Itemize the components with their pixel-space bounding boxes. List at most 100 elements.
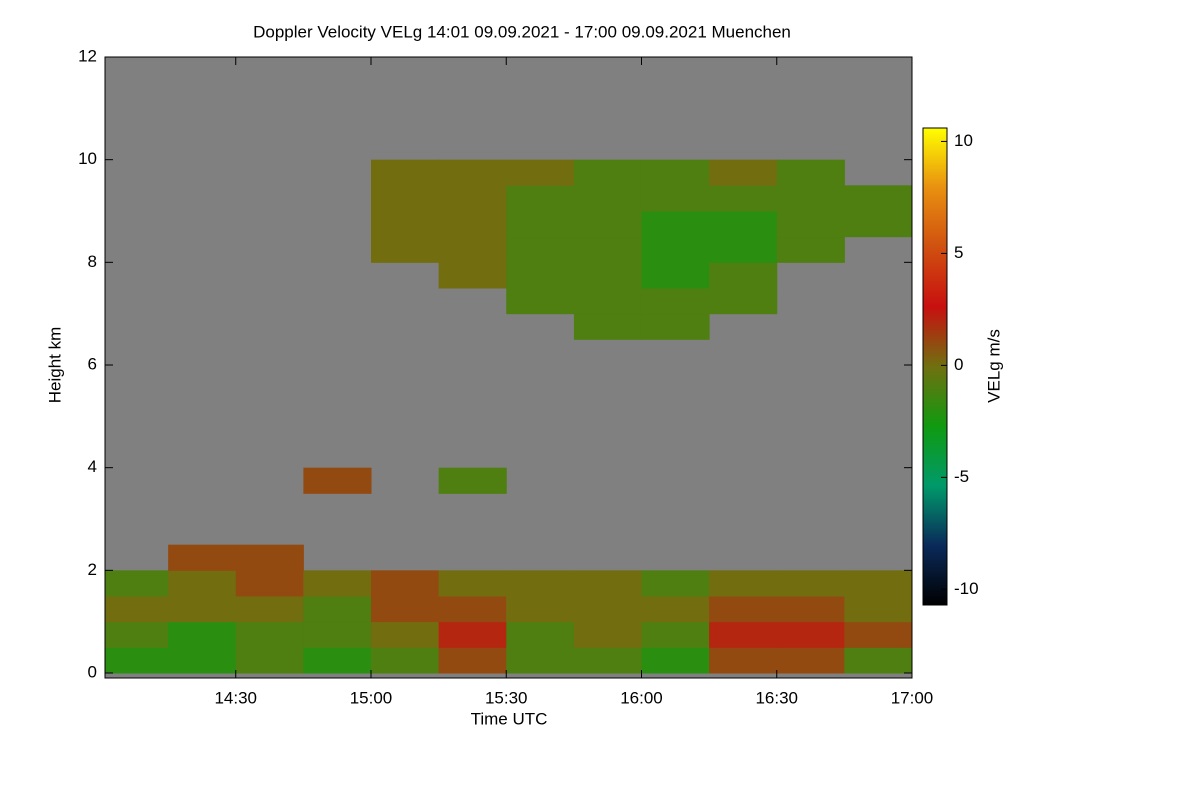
heatmap-cell (641, 185, 710, 212)
chart-title: Doppler Velocity VELg 14:01 09.09.2021 -… (253, 22, 791, 41)
y-tick-label: 10 (78, 149, 97, 168)
heatmap-cell (168, 647, 237, 674)
heatmap-cell (641, 262, 710, 289)
x-axis-label: Time UTC (471, 709, 548, 728)
heatmap-cell (776, 236, 845, 263)
heatmap-cell (506, 236, 575, 263)
y-tick-label: 8 (88, 252, 97, 271)
heatmap-cell (506, 596, 575, 623)
heatmap-cell (370, 159, 440, 186)
heatmap-cell (438, 570, 507, 597)
heatmap-cell (235, 596, 304, 623)
heatmap-cell (709, 288, 778, 315)
heatmap-cell (303, 467, 372, 494)
heatmap-cell (438, 159, 507, 186)
heatmap-cell (776, 185, 845, 212)
x-tick-label: 17:00 (891, 688, 934, 707)
heatmap-cell (641, 647, 710, 674)
heatmap-cell (844, 596, 912, 623)
heatmap-cell (641, 288, 710, 315)
x-tick-label: 16:30 (755, 688, 798, 707)
heatmap-cell (506, 621, 575, 648)
heatmap-cell (641, 159, 710, 186)
heatmap-cell (776, 570, 845, 597)
heatmap-cell (573, 185, 642, 212)
y-axis-label: Height km (45, 327, 64, 404)
heatmap-cell (438, 467, 507, 494)
heatmap-cell (370, 236, 440, 263)
heatmap-cell (235, 647, 304, 674)
heatmap-cell (438, 185, 507, 212)
heatmap-cell (506, 570, 575, 597)
heatmap-cell (168, 596, 237, 623)
heatmap-cell (709, 262, 778, 289)
heatmap-cell (506, 262, 575, 289)
x-tick-label: 14:30 (214, 688, 257, 707)
heatmap-cell (105, 596, 169, 623)
colorbar-tick-label: -10 (954, 579, 979, 598)
heatmap-cell (438, 236, 507, 263)
heatmap-cell (105, 621, 169, 648)
heatmap-cell (776, 159, 845, 186)
heatmap-cell (776, 647, 845, 674)
y-tick-label: 12 (78, 46, 97, 65)
heatmap-cell (235, 621, 304, 648)
heatmap-cell (709, 621, 778, 648)
heatmap-cell (168, 621, 237, 648)
colorbar-tick-label: -5 (954, 467, 969, 486)
heatmap-cell (303, 570, 372, 597)
heatmap-cell (709, 185, 778, 212)
heatmap-cell (506, 288, 575, 315)
heatmap-cell (573, 621, 642, 648)
heatmap-cell (370, 621, 440, 648)
heatmap-cell (105, 570, 169, 597)
heatmap-cell (573, 570, 642, 597)
heatmap-cell (168, 544, 237, 571)
colorbar-tick-label: 10 (954, 131, 973, 150)
y-tick-label: 6 (88, 354, 97, 373)
heatmap-cell (641, 570, 710, 597)
heatmap-cell (506, 185, 575, 212)
colorbar-label: VELg m/s (984, 329, 1003, 403)
heatmap-cell (438, 262, 507, 289)
y-tick-label: 0 (88, 662, 97, 681)
heatmap-cell (709, 211, 778, 238)
heatmap-cell (168, 570, 237, 597)
heatmap-cell (573, 647, 642, 674)
heatmap-cell (641, 211, 710, 238)
heatmap-cell (370, 596, 440, 623)
heatmap-cell (370, 211, 440, 238)
heatmap-cell (303, 596, 372, 623)
plot-frame (104, 56, 913, 679)
colorbar (922, 127, 948, 606)
heatmap-cell (506, 647, 575, 674)
heatmap-cell (573, 262, 642, 289)
heatmap-cell (573, 236, 642, 263)
heatmap-cell (105, 647, 169, 674)
heatmap-cell (438, 211, 507, 238)
heatmap-cell (303, 621, 372, 648)
x-tick-label: 15:30 (485, 688, 528, 707)
heatmap-cell (438, 621, 507, 648)
heatmap-cell (641, 596, 710, 623)
heatmap-cell (573, 313, 642, 340)
heatmap-cell (709, 570, 778, 597)
heatmap-cell (303, 647, 372, 674)
colorbar-tick-label: 5 (954, 243, 963, 262)
heatmap-cell (573, 159, 642, 186)
heatmap-cell (438, 596, 507, 623)
heatmap-cell (573, 211, 642, 238)
heatmap-cell (370, 570, 440, 597)
heatmap-cell (844, 570, 912, 597)
heatmap-cell (776, 621, 845, 648)
heatmap-cell (506, 159, 575, 186)
heatmap-cell (844, 647, 912, 674)
heatmap-cell (776, 211, 845, 238)
heatmap-cell (370, 647, 440, 674)
heatmap-cell (506, 211, 575, 238)
heatmap-cell (844, 211, 912, 238)
heatmap-cell (235, 570, 304, 597)
heatmap-cell (573, 288, 642, 315)
heatmap-cell (438, 647, 507, 674)
